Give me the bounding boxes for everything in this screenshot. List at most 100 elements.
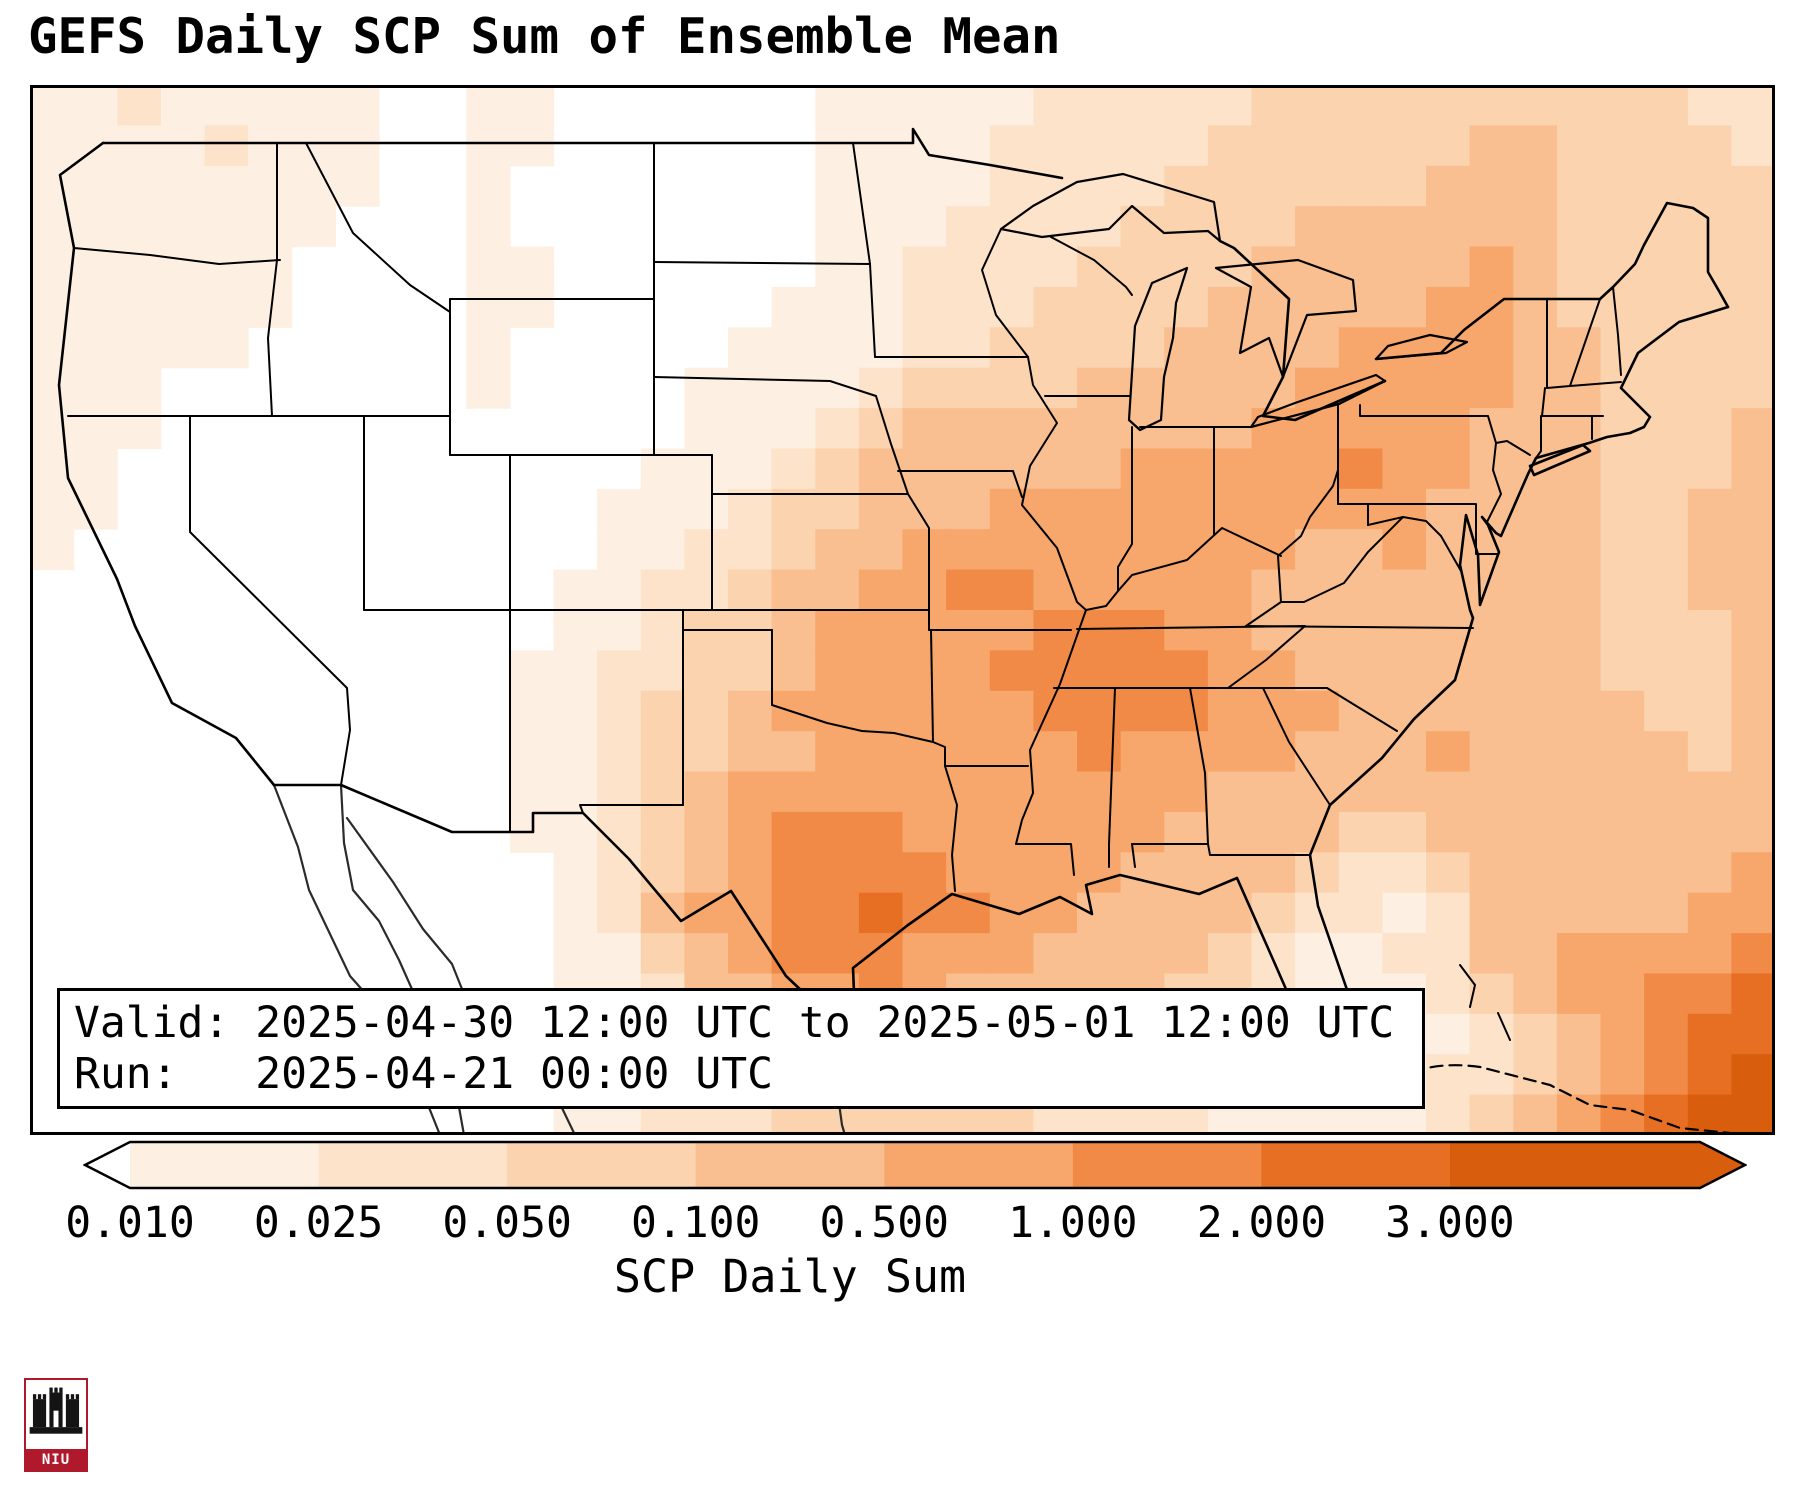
valid-range-text: Valid: 2025-04-30 12:00 UTC to 2025-05-0… bbox=[74, 998, 1395, 1048]
heatmap-cell bbox=[597, 852, 642, 894]
heatmap-cell bbox=[684, 569, 729, 611]
heatmap-cell bbox=[1513, 529, 1558, 571]
heatmap-cell bbox=[989, 933, 1034, 975]
colorbar-segment bbox=[318, 1142, 508, 1188]
heatmap-cell bbox=[1469, 731, 1514, 773]
heatmap-cell bbox=[771, 933, 816, 975]
heatmap-cell bbox=[1687, 690, 1732, 732]
heatmap-cell bbox=[1120, 852, 1165, 894]
heatmap-cell bbox=[1164, 286, 1209, 328]
heatmap-cell bbox=[466, 165, 511, 207]
heatmap-cell bbox=[160, 286, 206, 328]
heatmap-cell bbox=[902, 327, 947, 369]
heatmap-cell bbox=[509, 85, 555, 126]
heatmap-cell bbox=[1033, 408, 1078, 450]
heatmap-cell bbox=[902, 85, 947, 126]
heatmap-cell bbox=[1469, 448, 1514, 490]
heatmap-cell bbox=[1600, 892, 1645, 934]
heatmap-cell bbox=[1600, 1054, 1645, 1096]
map-region: Valid: 2025-04-30 12:00 UTC to 2025-05-0… bbox=[30, 85, 1775, 1135]
heatmap-cell bbox=[509, 125, 555, 167]
heatmap-cell bbox=[684, 731, 729, 773]
heatmap-cell bbox=[204, 85, 249, 126]
heatmap-cell bbox=[1295, 367, 1340, 409]
heatmap-cell bbox=[771, 488, 816, 530]
heatmap-cell bbox=[771, 771, 816, 813]
heatmap-cell bbox=[1251, 529, 1296, 571]
heatmap-cell bbox=[1600, 973, 1645, 1015]
colorbar-tick-label: 0.100 bbox=[630, 1198, 761, 1248]
heatmap-cell bbox=[1207, 771, 1253, 813]
heatmap-cell bbox=[902, 771, 947, 813]
heatmap-cell bbox=[1295, 286, 1340, 328]
heatmap-cell bbox=[771, 408, 816, 450]
heatmap-cell bbox=[1600, 650, 1645, 692]
heatmap-cell bbox=[1600, 488, 1645, 530]
colorbar-segment bbox=[130, 1142, 320, 1188]
heatmap-cell bbox=[466, 246, 511, 288]
heatmap-cell bbox=[117, 286, 162, 328]
heatmap-cell bbox=[858, 286, 904, 328]
heatmap-cell bbox=[1687, 367, 1732, 409]
heatmap-cell bbox=[1687, 811, 1732, 853]
heatmap-cell bbox=[1251, 408, 1296, 450]
heatmap-cell bbox=[902, 246, 947, 288]
heatmap-cell bbox=[1207, 125, 1253, 167]
heatmap-cell bbox=[771, 448, 816, 490]
heatmap-cell bbox=[1338, 246, 1383, 288]
heatmap-cell bbox=[1207, 85, 1253, 126]
heatmap-cell bbox=[902, 569, 947, 611]
heatmap-cell bbox=[989, 367, 1034, 409]
heatmap-cell bbox=[1731, 1054, 1775, 1096]
heatmap-cell bbox=[1731, 327, 1775, 369]
colorbar-under-arrow bbox=[85, 1142, 130, 1188]
heatmap-cell bbox=[728, 529, 773, 571]
heatmap-cell bbox=[771, 852, 816, 894]
heatmap-cell bbox=[1687, 1094, 1732, 1135]
heatmap-cell bbox=[1513, 1013, 1558, 1055]
heatmap-cell bbox=[1556, 610, 1602, 651]
heatmap-cell bbox=[1469, 852, 1514, 894]
heatmap-cell bbox=[1731, 933, 1775, 975]
heatmap-cell bbox=[30, 327, 75, 369]
map-frame bbox=[30, 85, 1775, 1135]
heatmap-cell bbox=[553, 811, 598, 853]
colorbar-over-segment bbox=[1450, 1142, 1700, 1188]
heatmap-cell bbox=[728, 488, 773, 530]
heatmap-cell bbox=[1120, 367, 1165, 409]
heatmap-cell bbox=[1207, 569, 1253, 611]
heatmap-cell bbox=[1600, 610, 1645, 651]
heatmap-cell bbox=[1295, 771, 1340, 813]
heatmap-cell bbox=[1556, 125, 1602, 167]
heatmap-cell bbox=[1120, 933, 1165, 975]
heatmap-cell bbox=[466, 286, 511, 328]
heatmap-cell bbox=[509, 286, 555, 328]
heatmap-cell bbox=[1469, 610, 1514, 651]
heatmap-cell bbox=[1207, 488, 1253, 530]
heatmap-cell bbox=[728, 569, 773, 611]
heatmap-cell bbox=[1600, 246, 1645, 288]
heatmap-cell bbox=[466, 327, 511, 369]
heatmap-cell bbox=[1426, 852, 1471, 894]
heatmap-cell bbox=[946, 933, 991, 975]
heatmap-cell bbox=[1600, 731, 1645, 773]
heatmap-cell bbox=[728, 731, 773, 773]
heatmap-cell bbox=[1251, 367, 1296, 409]
heatmap-cell bbox=[553, 610, 598, 651]
heatmap-cell bbox=[1426, 892, 1471, 934]
heatmap-cell bbox=[1338, 367, 1383, 409]
heatmap-cell bbox=[1382, 448, 1427, 490]
heatmap-cell bbox=[1600, 933, 1645, 975]
heatmap-cell bbox=[1687, 569, 1732, 611]
colorbar-tick-label: 0.050 bbox=[442, 1198, 572, 1248]
heatmap-cell bbox=[1077, 448, 1122, 490]
heatmap-cell bbox=[1644, 529, 1689, 571]
heatmap-cell bbox=[1513, 811, 1558, 853]
heatmap-cell bbox=[1600, 811, 1645, 853]
heatmap-cell bbox=[1556, 933, 1602, 975]
heatmap-cell bbox=[1469, 933, 1514, 975]
heatmap-cell bbox=[1513, 327, 1558, 369]
heatmap-cell bbox=[771, 610, 816, 651]
heatmap-cell bbox=[1164, 206, 1209, 248]
heatmap-cell bbox=[684, 811, 729, 853]
